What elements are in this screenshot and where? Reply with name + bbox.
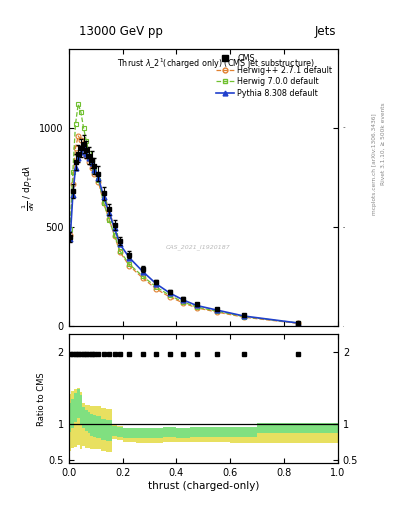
Y-axis label: Ratio to CMS: Ratio to CMS (37, 372, 46, 425)
Text: Rivet 3.1.10, ≥ 500k events: Rivet 3.1.10, ≥ 500k events (381, 102, 386, 185)
Y-axis label: $\frac{1}{\mathrm{d}N}$ / $\mathrm{d}p_\mathrm{T}\mathrm{d}\lambda$: $\frac{1}{\mathrm{d}N}$ / $\mathrm{d}p_\… (20, 164, 37, 210)
X-axis label: thrust (charged-only): thrust (charged-only) (148, 481, 259, 491)
Text: mcplots.cern.ch [arXiv:1306.3436]: mcplots.cern.ch [arXiv:1306.3436] (372, 113, 376, 215)
Text: CAS_2021_I1920187: CAS_2021_I1920187 (165, 245, 230, 250)
Text: Thrust $\lambda\_2^1$(charged only) (CMS jet substructure): Thrust $\lambda\_2^1$(charged only) (CMS… (117, 57, 316, 71)
Text: 13000 GeV pp: 13000 GeV pp (79, 26, 162, 38)
Legend: CMS, Herwig++ 2.7.1 default, Herwig 7.0.0 default, Pythia 8.308 default: CMS, Herwig++ 2.7.1 default, Herwig 7.0.… (213, 51, 336, 101)
Text: Jets: Jets (314, 26, 336, 38)
